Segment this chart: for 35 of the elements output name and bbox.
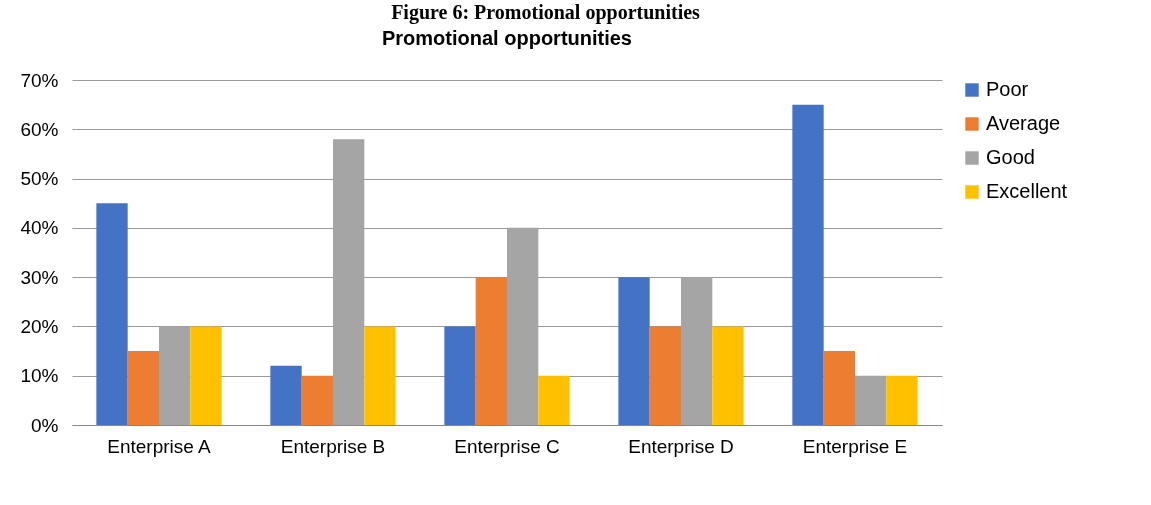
legend-label: Good [986, 146, 1035, 168]
y-tick-label: 40% [20, 217, 59, 239]
x-tick-label: Enterprise B [280, 435, 386, 457]
bar [301, 375, 333, 425]
y-tick-label: 30% [20, 266, 59, 288]
bar [444, 326, 476, 425]
bar [96, 203, 128, 425]
bar [190, 326, 222, 425]
x-tick-label: Enterprise D [628, 435, 734, 457]
chart-title: Promotional opportunities [382, 27, 632, 49]
bar [792, 104, 824, 425]
legend-label: Average [986, 112, 1061, 134]
bar [712, 326, 744, 425]
y-tick-label: 60% [20, 118, 59, 140]
y-tick-label: 50% [20, 168, 59, 190]
bar [127, 351, 159, 425]
bar [823, 351, 855, 425]
bar [270, 365, 302, 425]
y-tick-label: 10% [20, 365, 59, 387]
bar [886, 375, 918, 425]
legend-label: Poor [986, 78, 1029, 100]
x-tick-label: Enterprise E [802, 435, 908, 457]
x-tick-label: Enterprise C [454, 435, 560, 457]
bar [855, 375, 887, 425]
y-tick-label: 20% [20, 315, 59, 337]
y-tick-label: 0% [31, 414, 59, 436]
bar [475, 277, 507, 425]
y-tick-label: 70% [20, 69, 59, 91]
bar [618, 277, 650, 425]
caption: Figure 6: Promotional opportunities [390, 0, 701, 24]
bar [649, 326, 681, 425]
x-tick-label: Enterprise A [107, 435, 212, 457]
bar [364, 326, 396, 425]
legend-label: Excellent [986, 180, 1068, 202]
bar [538, 375, 570, 425]
